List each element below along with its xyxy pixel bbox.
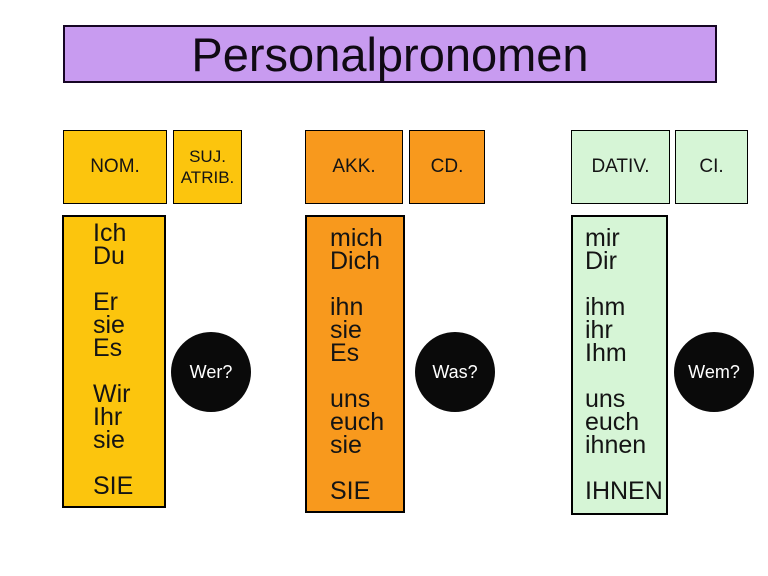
header-cd: CD. — [409, 130, 485, 204]
pronoun-line: sie — [93, 311, 125, 339]
pronoun-line: ihr — [585, 316, 613, 344]
pronoun-line: mir — [585, 224, 620, 252]
header-dativ-label: DATIV. — [591, 156, 650, 178]
pronoun-line: Es — [330, 339, 360, 367]
pronoun-line: Ihr — [93, 403, 123, 431]
question-wem-label: Wem? — [688, 361, 740, 382]
pronoun-line: Er — [93, 288, 118, 316]
pronoun-line: uns — [585, 385, 626, 413]
header-akk: AKK. — [305, 130, 403, 204]
header-suj-atrib-label: SUJ. ATRIB. — [180, 146, 235, 187]
pronoun-line: Ich — [93, 219, 127, 247]
pronoun-list-nominative: Ich Du Er sie Es Wir Ihr sie SIE — [62, 215, 166, 508]
pronoun-line: ihn — [330, 293, 364, 321]
pronoun-line: Dich — [330, 247, 381, 275]
header-ci-label: CI. — [699, 156, 724, 178]
question-circle-was: Was? — [415, 332, 495, 412]
pronoun-line: Es — [93, 334, 123, 362]
pronoun-line: Dir — [585, 247, 617, 275]
pronoun-line: euch — [585, 408, 640, 436]
pronoun-line: ihnen — [585, 431, 647, 459]
pronoun-line: IHNEN — [585, 477, 663, 505]
header-nom-label: NOM. — [90, 156, 140, 178]
pronoun-line: ihm — [585, 293, 626, 321]
pronoun-line: uns — [330, 385, 371, 413]
question-was-label: Was? — [432, 361, 478, 382]
pronoun-line: SIE — [330, 477, 371, 505]
question-circle-wem: Wem? — [674, 332, 754, 412]
pronoun-line: Wir — [93, 380, 131, 408]
header-nom: NOM. — [63, 130, 167, 204]
pronoun-line: Ihm — [585, 339, 627, 367]
slide-title: Personalpronomen — [191, 27, 589, 81]
pronoun-line: Du — [93, 242, 125, 270]
header-akk-label: AKK. — [332, 156, 376, 178]
pronoun-line: sie — [330, 316, 362, 344]
pronoun-list-accusative: mich Dich ihn sie Es uns euch sie SIE — [305, 215, 405, 513]
header-dativ: DATIV. — [571, 130, 670, 204]
pronoun-line: mich — [330, 224, 383, 252]
pronoun-line: SIE — [93, 472, 134, 500]
title-banner: Personalpronomen — [63, 25, 717, 83]
question-circle-wer: Wer? — [171, 332, 251, 412]
header-suj-atrib: SUJ. ATRIB. — [173, 130, 242, 204]
pronoun-list-dative: mir Dir ihm ihr Ihm uns euch ihnen IHNEN — [571, 215, 668, 515]
pronoun-line: euch — [330, 408, 385, 436]
pronoun-line: sie — [93, 426, 125, 454]
header-cd-label: CD. — [430, 156, 464, 178]
question-wer-label: Wer? — [189, 361, 233, 382]
header-ci: CI. — [675, 130, 748, 204]
pronoun-line: sie — [330, 431, 362, 459]
